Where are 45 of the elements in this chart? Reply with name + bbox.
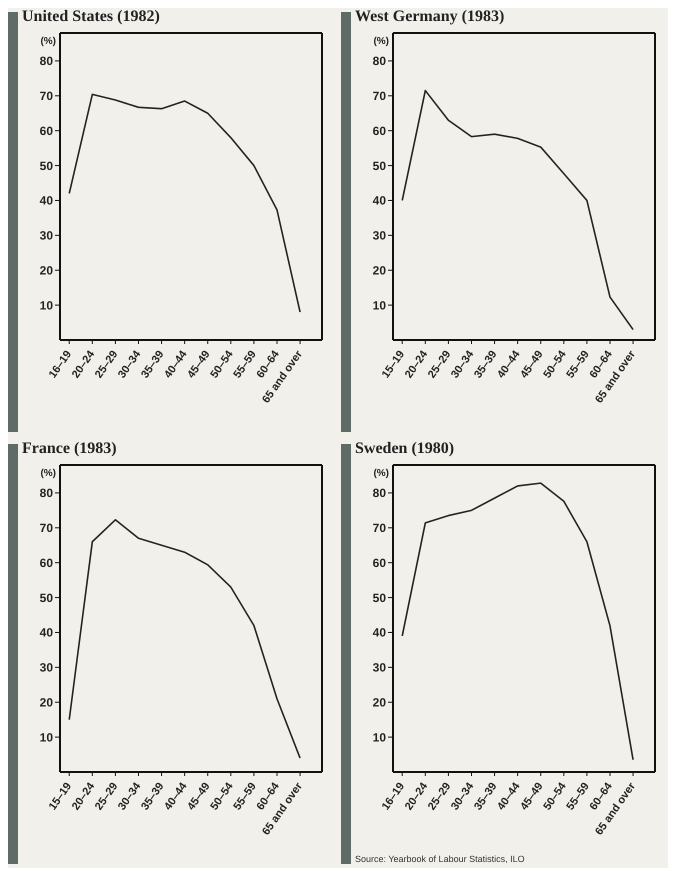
y-tick-label: 40	[372, 626, 386, 640]
y-tick-label: 50	[40, 158, 54, 173]
y-axis-title: (%)	[373, 36, 389, 48]
y-tick-label: 20	[372, 695, 386, 710]
source-note: Source: Yearbook of Labour Statistics, ILO	[355, 854, 526, 864]
y-tick-label: 70	[372, 521, 386, 536]
y-tick-label: 30	[40, 228, 54, 243]
y-tick-label: 10	[40, 298, 54, 312]
y-tick-label: 80	[40, 54, 54, 68]
y-tick-label: 10	[372, 298, 386, 312]
y-tick-label: 20	[40, 263, 54, 278]
y-tick-label: 60	[40, 556, 54, 570]
y-tick-label: 30	[372, 660, 386, 675]
y-tick-label: 70	[372, 89, 386, 104]
y-tick-label: 40	[372, 194, 386, 208]
line-series	[68, 94, 301, 313]
y-tick-label: 80	[372, 54, 386, 68]
y-axis-title: (%)	[40, 468, 56, 480]
line-series	[401, 482, 634, 761]
line-series	[401, 90, 634, 330]
y-tick-label: 50	[372, 158, 386, 173]
y-tick-label: 70	[40, 89, 54, 104]
y-tick-label: 30	[40, 660, 54, 675]
y-tick-label: 70	[40, 521, 54, 536]
y-tick-label: 60	[372, 556, 386, 570]
line-series	[68, 518, 301, 759]
y-tick-label: 10	[372, 730, 386, 744]
chart-title: West Germany (1983)	[355, 8, 506, 27]
chart-title: Sweden (1980)	[355, 440, 456, 459]
y-tick-label: 80	[40, 486, 54, 500]
chart-title: United States (1982)	[22, 8, 161, 27]
y-axis-title: (%)	[373, 468, 389, 480]
y-tick-label: 20	[372, 263, 386, 278]
y-tick-label: 60	[372, 124, 386, 138]
y-axis-title: (%)	[40, 36, 56, 48]
chart-title: France (1983)	[22, 440, 118, 459]
y-tick-label: 40	[40, 194, 54, 208]
y-tick-label: 40	[40, 626, 54, 640]
y-tick-label: 60	[40, 124, 54, 138]
y-tick-label: 80	[372, 486, 386, 500]
y-tick-label: 30	[372, 228, 386, 243]
y-tick-label: 50	[372, 590, 386, 605]
y-tick-label: 50	[40, 590, 54, 605]
y-tick-label: 10	[40, 730, 54, 744]
y-tick-label: 20	[40, 695, 54, 710]
